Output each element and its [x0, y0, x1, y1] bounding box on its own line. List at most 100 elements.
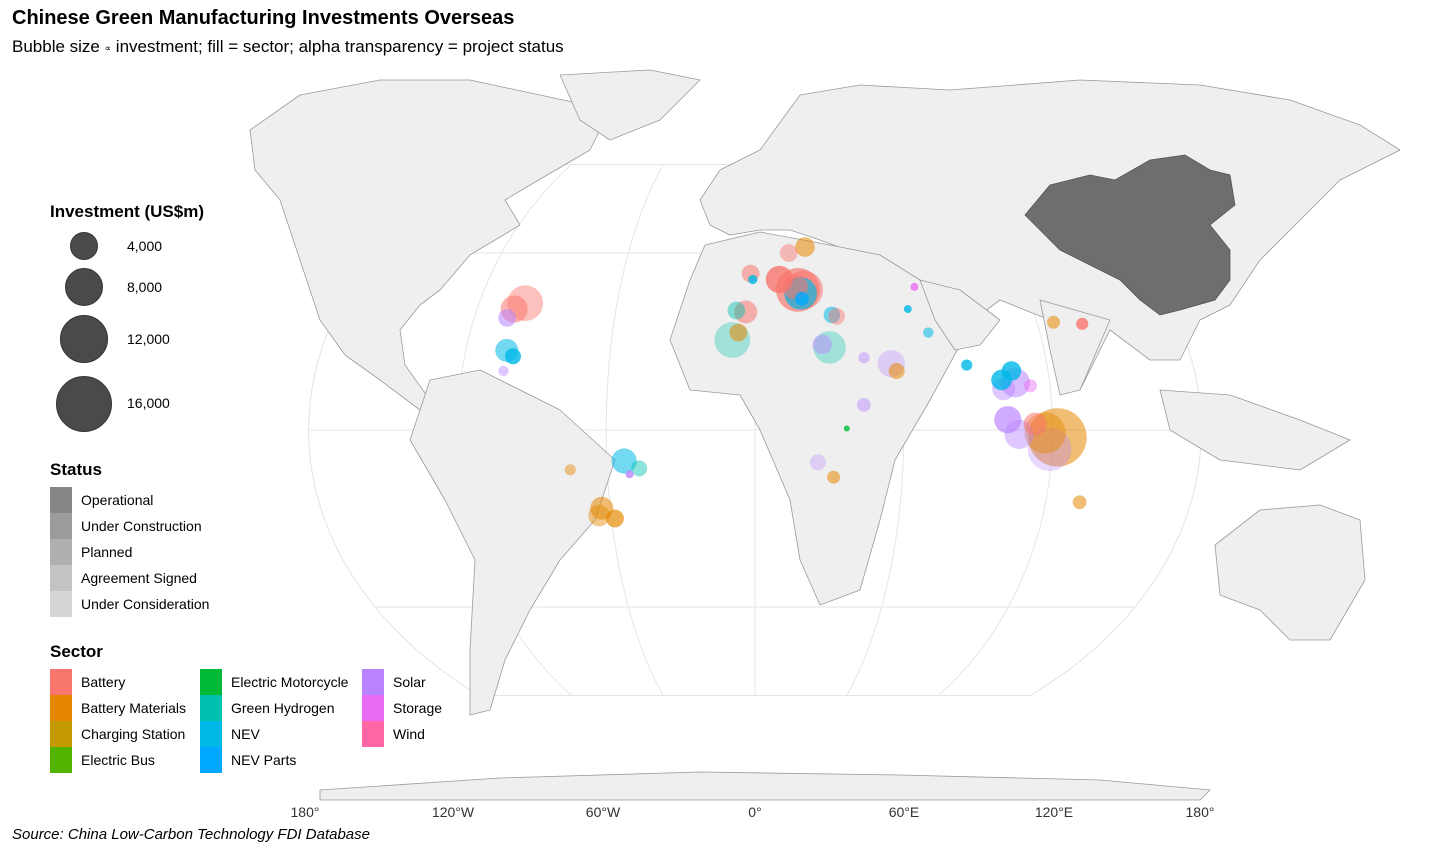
indonesia-land — [1159, 389, 1351, 471]
status-legend: Status Operational Under Construction Plan… — [50, 460, 270, 617]
status-legend-title: Status — [50, 460, 102, 479]
investment-label: 16,000 — [127, 395, 170, 411]
sector-label: Electric Bus — [81, 752, 155, 768]
investment-label: 4,000 — [127, 238, 163, 254]
status-legend-item: Agreement Signed — [50, 565, 250, 591]
investment-bubble — [823, 306, 841, 324]
sector-label: NEV Parts — [231, 752, 297, 768]
status-label: Agreement Signed — [81, 570, 197, 586]
investment-bubble — [813, 331, 846, 364]
sector-legend-item: Charging Station — [50, 721, 210, 747]
sector-label: NEV — [231, 726, 260, 742]
source-note: Source: China Low-Carbon Technology FDI … — [12, 826, 370, 843]
investment-bubble — [606, 509, 624, 528]
longitude-tick-label: 120°W — [431, 804, 475, 820]
sector-label: Wind — [393, 726, 425, 742]
investment-bubble — [923, 327, 934, 338]
status-swatch — [50, 591, 72, 617]
sector-legend-item: Battery Materials — [50, 695, 210, 721]
sector-legend-item: Solar — [362, 669, 522, 695]
size-circle — [60, 315, 108, 363]
investment-legend-item: 12,000 — [50, 315, 230, 365]
longitude-tick-label: 120°E — [1034, 804, 1074, 820]
investment-bubble — [1047, 315, 1060, 329]
investment-bubble — [809, 454, 826, 471]
investment-bubble — [1001, 361, 1022, 381]
investment-bubble — [1076, 317, 1089, 330]
investment-bubble — [779, 244, 798, 262]
status-legend-item: Under Consideration — [50, 591, 250, 617]
longitude-tick-label: 0° — [748, 804, 762, 820]
longitude-tick-label: 180° — [1185, 804, 1215, 820]
sector-label: Green Hydrogen — [231, 700, 335, 716]
sector-legend-item: Green Hydrogen — [200, 695, 360, 721]
longitude-tick-label: 60°E — [888, 804, 920, 820]
investment-bubble — [588, 504, 610, 527]
sector-label: Battery Materials — [81, 700, 187, 716]
status-swatch — [50, 539, 72, 565]
sector-swatch — [200, 747, 222, 773]
investment-bubble — [812, 334, 832, 355]
sector-swatch — [50, 695, 72, 721]
antarctica-land — [319, 771, 1211, 801]
size-circle — [65, 268, 103, 306]
sector-legend-item: Electric Bus — [50, 747, 210, 773]
investment-bubble — [1072, 495, 1087, 510]
sector-legend-item: NEV Parts — [200, 747, 360, 773]
status-label: Under Consideration — [81, 596, 210, 612]
investment-bubble — [748, 274, 758, 285]
investment-bubble — [625, 470, 634, 479]
status-label: Under Construction — [81, 518, 202, 534]
sector-swatch — [200, 669, 222, 695]
sector-legend: Sector Battery Battery Materials Charging … — [50, 642, 470, 773]
investment-bubble — [795, 237, 815, 257]
investment-bubble — [611, 448, 637, 474]
sector-label: Storage — [393, 700, 443, 716]
investment-bubble — [994, 406, 1022, 434]
investment-bubble — [858, 352, 870, 364]
investment-bubbles — [495, 237, 1089, 528]
arabia-land — [919, 279, 1001, 351]
size-circle — [70, 232, 98, 260]
sector-legend-title: Sector — [50, 642, 103, 661]
sector-swatch — [200, 721, 222, 747]
sector-legend-item: Battery — [50, 669, 210, 695]
investment-bubble — [1023, 412, 1047, 436]
investment-legend-item: 4,000 — [50, 232, 230, 262]
status-swatch — [50, 565, 72, 591]
investment-legend-item: 16,000 — [50, 376, 230, 432]
subtitle-part-1: Bubble size — [12, 37, 105, 56]
sector-label: Solar — [393, 674, 426, 690]
subtitle-part-2: investment; fill = sector; alpha transpa… — [111, 37, 564, 56]
sector-swatch — [362, 695, 384, 721]
status-legend-item: Operational — [50, 487, 250, 513]
longitude-tick-label: 180° — [290, 804, 320, 820]
sector-label: Charging Station — [81, 726, 186, 742]
size-circle — [56, 376, 112, 432]
investment-bubble — [505, 348, 521, 365]
investment-bubble — [734, 300, 758, 324]
status-legend-item: Planned — [50, 539, 250, 565]
investment-bubble — [827, 470, 841, 484]
investment-bubble — [856, 398, 871, 412]
investment-label: 12,000 — [127, 331, 170, 347]
investment-bubble — [1027, 427, 1072, 472]
investment-legend-title: Investment (US$m) — [50, 202, 204, 221]
sector-legend-item: Electric Motorcycle — [200, 669, 360, 695]
sector-legend-item: Wind — [362, 721, 522, 747]
investment-legend: Investment (US$m) 4,000 8,000 12,000 16,… — [50, 202, 250, 442]
investment-legend-item: 8,000 — [50, 268, 230, 308]
investment-bubble — [564, 464, 576, 476]
sector-swatch — [50, 669, 72, 695]
chart-title: Chinese Green Manufacturing Investments … — [12, 7, 515, 29]
status-legend-item: Under Construction — [50, 513, 250, 539]
sector-swatch — [200, 695, 222, 721]
sector-legend-item: NEV — [200, 721, 360, 747]
sector-label: Battery — [81, 674, 126, 690]
sector-swatch — [362, 721, 384, 747]
china-highlighted — [1024, 154, 1236, 316]
north-america-land — [249, 79, 611, 411]
sector-swatch — [50, 721, 72, 747]
sector-legend-item: Storage — [362, 695, 522, 721]
greenland-land — [559, 69, 701, 141]
